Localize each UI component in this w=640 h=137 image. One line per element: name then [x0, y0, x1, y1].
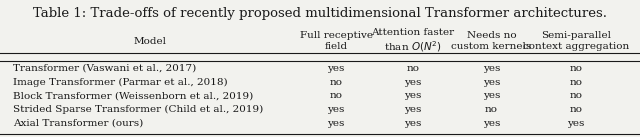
Text: Attention faster
than $O(N^2)$: Attention faster than $O(N^2)$ [371, 28, 454, 54]
Text: yes: yes [327, 105, 345, 114]
Text: no: no [406, 64, 419, 73]
Text: no: no [485, 105, 498, 114]
Text: yes: yes [404, 91, 422, 100]
Text: Image Transformer (Parmar et al., 2018): Image Transformer (Parmar et al., 2018) [13, 78, 227, 87]
Text: Needs no
custom kernels: Needs no custom kernels [451, 31, 532, 51]
Text: Table 1: Trade-offs of recently proposed multidimensional Transformer architectu: Table 1: Trade-offs of recently proposed… [33, 7, 607, 20]
Text: Strided Sparse Transformer (Child et al., 2019): Strided Sparse Transformer (Child et al.… [13, 105, 263, 114]
Text: Semi-parallel
context aggregation: Semi-parallel context aggregation [523, 31, 629, 51]
Text: Transformer (Vaswani et al., 2017): Transformer (Vaswani et al., 2017) [13, 64, 196, 73]
Text: no: no [330, 78, 342, 87]
Text: yes: yes [483, 91, 500, 100]
Text: yes: yes [404, 78, 422, 87]
Text: Full receptive
field: Full receptive field [300, 31, 372, 51]
Text: no: no [330, 91, 342, 100]
Text: no: no [570, 64, 582, 73]
Text: Block Transformer (Weissenborn et al., 2019): Block Transformer (Weissenborn et al., 2… [13, 91, 253, 100]
Text: Axial Transformer (ours): Axial Transformer (ours) [13, 119, 143, 128]
Text: yes: yes [404, 119, 422, 128]
Text: yes: yes [483, 78, 500, 87]
Text: yes: yes [404, 105, 422, 114]
Text: yes: yes [327, 64, 345, 73]
Text: yes: yes [567, 119, 585, 128]
Text: no: no [570, 78, 582, 87]
Text: yes: yes [483, 119, 500, 128]
Text: yes: yes [327, 119, 345, 128]
Text: yes: yes [483, 64, 500, 73]
Text: no: no [570, 105, 582, 114]
Text: no: no [570, 91, 582, 100]
Text: Model: Model [134, 37, 167, 46]
